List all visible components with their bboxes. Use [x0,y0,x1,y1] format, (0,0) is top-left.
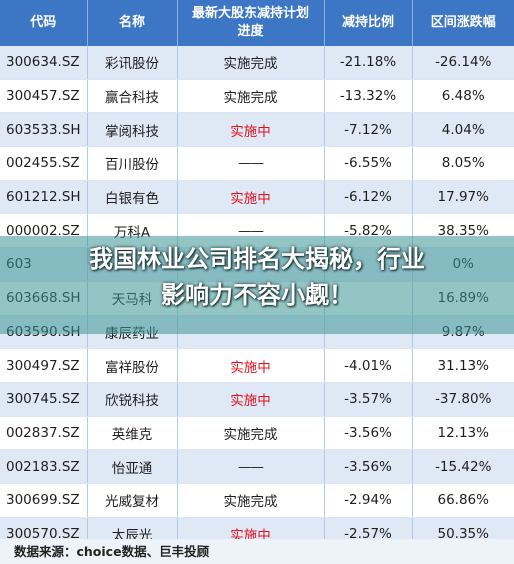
header-plan: 最新大股东减持计划 进度 [177,0,325,46]
table-row: 300745.SZ 欣锐科技 实施中 -3.57% -37.80% [0,382,514,417]
cell-change: 6.48% [412,79,514,114]
header-code: 代码 [0,0,88,46]
header-name: 名称 [87,0,178,46]
table-row: 300634.SZ 彩讯股份 实施完成 -21.18% -26.14% [0,46,514,80]
cell-name: 掌阅科技 [87,112,178,148]
cell-name: 彩讯股份 [87,46,178,80]
cell-change: -15.42% [412,449,514,484]
cell-status: 实施中 [177,382,325,417]
cell-change: 66.86% [412,483,514,518]
table-body: 300634.SZ 彩讯股份 实施完成 -21.18% -26.14% 300457.SZ… [0,46,514,552]
cell-name: 富祥股份 [87,348,178,383]
cell-name: 英维克 [87,416,178,451]
cell-ratio: -6.12% [324,180,413,215]
cell-status: 实施中 [177,180,325,215]
table-row: 002455.SZ 百川股份 —— -6.55% 8.05% [0,146,514,181]
table-header-row: 代码 名称 最新大股东减持计划 进度 减持比例 区间涨跌幅 [0,0,514,46]
table-row: 002837.SZ 英维克 实施完成 -3.56% 12.13% [0,416,514,451]
banner-title: 我国林业公司排名大揭秘，行业 影响力不容小觑！ [0,241,514,313]
cell-code: 300745.SZ [0,382,88,417]
banner-title-line1: 我国林业公司排名大揭秘，行业 [89,245,425,273]
cell-change: 17.97% [412,180,514,215]
cell-ratio: -3.57% [324,382,413,417]
cell-code: 300497.SZ [0,348,88,383]
cell-status: 实施完成 [177,79,325,114]
cell-name: 百川股份 [87,146,178,181]
cell-ratio: -2.94% [324,483,413,518]
cell-ratio: -4.01% [324,348,413,383]
cell-name: 欣锐科技 [87,382,178,417]
cell-ratio: -13.32% [324,79,413,114]
cell-name: 白银有色 [87,180,178,215]
table-row: 300497.SZ 富祥股份 实施中 -4.01% 31.13% [0,348,514,383]
source-note: 数据来源：choice数据、巨丰投顾 [0,539,514,564]
cell-status: —— [177,146,325,181]
cell-code: 300457.SZ [0,79,88,114]
cell-status: 实施完成 [177,46,325,80]
cell-change: 12.13% [412,416,514,451]
cell-ratio: -7.12% [324,112,413,148]
table-row: 603533.SH 掌阅科技 实施中 -7.12% 4.04% [0,112,514,148]
cell-ratio: -3.56% [324,416,413,451]
cell-status: —— [177,449,325,484]
table-row: 002183.SZ 怡亚通 —— -3.56% -15.42% [0,449,514,484]
cell-status: 实施中 [177,112,325,148]
table-row: 300699.SZ 光威复材 实施完成 -2.94% 66.86% [0,483,514,518]
cell-name: 光威复材 [87,483,178,518]
cell-status: 实施完成 [177,483,325,518]
reduction-table: 代码 名称 最新大股东减持计划 进度 减持比例 区间涨跌幅 300634.SZ 彩… [0,0,514,552]
banner-title-line2: 影响力不容小觑！ [161,281,353,309]
cell-code: 300634.SZ [0,46,88,80]
cell-code: 002455.SZ [0,146,88,181]
cell-change: 4.04% [412,112,514,148]
cell-code: 601212.SH [0,180,88,215]
cell-name: 赢合科技 [87,79,178,114]
cell-ratio: -21.18% [324,46,413,80]
header-ratio: 减持比例 [324,0,413,46]
cell-status: 实施中 [177,348,325,383]
cell-name: 怡亚通 [87,449,178,484]
cell-ratio: -6.55% [324,146,413,181]
cell-change: 31.13% [412,348,514,383]
cell-code: 300699.SZ [0,483,88,518]
cell-status: 实施完成 [177,416,325,451]
header-change: 区间涨跌幅 [412,0,514,46]
table-row: 601212.SH 白银有色 实施中 -6.12% 17.97% [0,180,514,215]
cell-code: 002183.SZ [0,449,88,484]
cell-ratio: -3.56% [324,449,413,484]
cell-change: -26.14% [412,46,514,80]
table-row: 300457.SZ 赢合科技 实施完成 -13.32% 6.48% [0,79,514,114]
header-plan-line2: 进度 [237,24,264,39]
cell-change: -37.80% [412,382,514,417]
cell-code: 603533.SH [0,112,88,148]
header-plan-line1: 最新大股东减持计划 [191,6,309,21]
cell-change: 8.05% [412,146,514,181]
cell-code: 002837.SZ [0,416,88,451]
overlay-banner [0,236,514,334]
